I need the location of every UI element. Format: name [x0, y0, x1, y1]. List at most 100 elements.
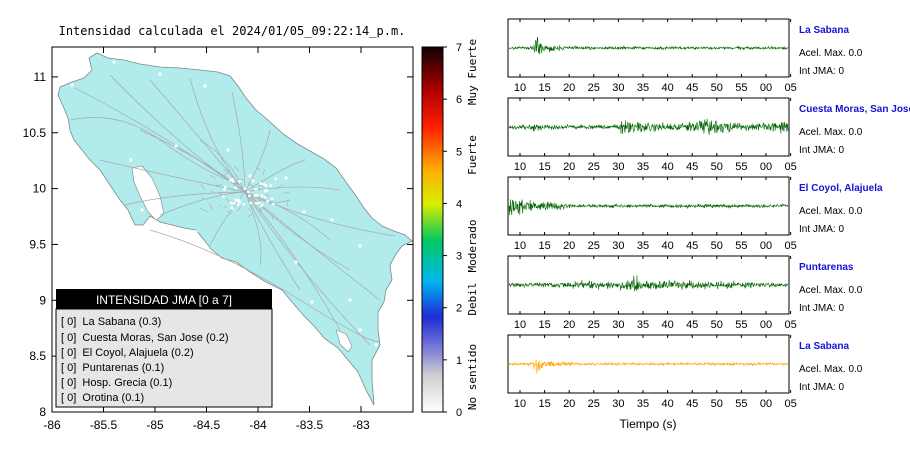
- time-tick-label: 20: [563, 240, 575, 252]
- time-tick-label: 05: [784, 161, 796, 173]
- town-marker: [260, 194, 264, 198]
- time-tick-label: 55: [735, 161, 747, 173]
- time-tick-label: 05: [784, 319, 796, 331]
- colorbar-label-no-sentido: No sentido: [466, 344, 479, 410]
- max-acceleration: Acel. Max. 0.0: [799, 127, 863, 138]
- map-y-tick-label: 10.5: [23, 126, 47, 140]
- waveform-frame: [507, 334, 790, 394]
- town-marker: [226, 148, 230, 152]
- town-marker: [271, 202, 275, 206]
- station-name: El Coyol, Alajuela: [799, 183, 883, 194]
- town-marker: [234, 198, 238, 202]
- time-tick-label: 15: [538, 161, 550, 173]
- town-marker: [266, 199, 270, 203]
- time-tick-label: 25: [588, 319, 600, 331]
- time-tick-label: 45: [686, 82, 698, 94]
- town-marker: [238, 200, 242, 204]
- time-tick-label: 30: [612, 398, 624, 410]
- town-marker: [251, 179, 255, 183]
- map-y-tick-label: 9: [39, 293, 46, 307]
- time-tick-label: 35: [637, 240, 649, 252]
- time-tick-label: 10: [514, 319, 526, 331]
- time-tick-label: 55: [735, 319, 747, 331]
- legend-item: [ 0] Puntarenas (0.1): [61, 362, 164, 374]
- time-tick-label: 15: [538, 319, 550, 331]
- time-tick-label: 00: [760, 240, 772, 252]
- waveform-trace: [508, 359, 789, 374]
- time-tick-label: 35: [637, 319, 649, 331]
- legend-item: [ 0] Cuesta Moras, San Jose (0.2): [61, 332, 229, 344]
- map-x-axis: -86 -85.5 -85 -84.5 -84 -83.5 -83: [43, 47, 370, 432]
- time-tick-label: 10: [514, 240, 526, 252]
- time-tick-label: 30: [612, 161, 624, 173]
- town-marker: [249, 201, 253, 205]
- colorbar-label-debil: Debil: [466, 282, 479, 315]
- legend-item: [ 0] La Sabana (0.3): [61, 316, 161, 328]
- waveform-trace: [508, 118, 789, 136]
- time-axis-label: Tiempo (s): [620, 417, 677, 431]
- town-marker: [158, 72, 162, 76]
- costa-rica-landmass: [57, 52, 413, 406]
- town-marker: [330, 218, 334, 222]
- map-y-axis: 11 10.5 10 9.5 9 8.5 8: [23, 70, 413, 419]
- waveform-panel: 10 15 20 25 30 35 40 45 50 55 00 05 La Sabana Acel. M…: [507, 334, 863, 410]
- time-tick-label: 00: [760, 161, 772, 173]
- town-marker: [243, 187, 247, 190]
- legend-item: [ 0] Orotina (0.1): [61, 392, 144, 404]
- time-tick-label: 10: [514, 161, 526, 173]
- time-tick-label: 15: [538, 240, 550, 252]
- map-y-tick-label: 8: [39, 405, 46, 419]
- time-tick-label: 50: [711, 240, 723, 252]
- time-tick-label: 25: [588, 161, 600, 173]
- time-tick-label: 50: [711, 161, 723, 173]
- station-name: Puntarenas: [799, 262, 854, 273]
- time-tick-label: 10: [514, 398, 526, 410]
- town-marker: [259, 182, 263, 185]
- town-marker: [148, 194, 152, 198]
- legend-item: [ 0] El Coyol, Alajuela (0.2): [61, 347, 194, 359]
- time-tick-label: 30: [612, 82, 624, 94]
- colorbar-tick-label: 0: [456, 407, 462, 419]
- max-acceleration: Acel. Max. 0.0: [799, 364, 863, 375]
- waveform-panel: 10 15 20 25 30 35 40 45 50 55 00 05 El Coyol, Alajue…: [507, 176, 883, 252]
- time-tick-label: 20: [563, 319, 575, 331]
- colorbar-label-muy-fuerte: Muy Fuerte: [466, 39, 479, 105]
- waveform-panel: 10 15 20 25 30 35 40 45 50 55 00 05 La Sabana Acel. M…: [507, 18, 863, 94]
- waveform-trace: [508, 36, 789, 55]
- legend-body: [55, 308, 273, 408]
- time-tick-label: 05: [784, 398, 796, 410]
- colorbar-tick-label: 2: [456, 303, 462, 315]
- map-x-tick-label: -86: [43, 418, 61, 432]
- town-marker: [269, 184, 273, 187]
- town-marker: [242, 202, 246, 206]
- town-marker: [257, 201, 261, 205]
- nicoya-gulf: [131, 165, 165, 221]
- time-tick-label: 00: [760, 319, 772, 331]
- jma-intensity: Int JMA: 0: [799, 145, 844, 156]
- max-acceleration: Acel. Max. 0.0: [799, 206, 863, 217]
- town-marker: [310, 300, 314, 304]
- town-marker: [253, 194, 257, 197]
- town-marker: [70, 83, 74, 87]
- jma-intensity: Int JMA: 0: [799, 303, 844, 314]
- town-marker: [174, 144, 178, 148]
- map-y-tick-label: 9.5: [29, 237, 46, 251]
- map-y-tick-label: 11: [34, 70, 47, 84]
- town-marker: [203, 84, 207, 88]
- time-tick-label: 15: [538, 82, 550, 94]
- town-marker: [348, 298, 352, 302]
- time-tick-label: 35: [637, 82, 649, 94]
- time-tick-label: 45: [686, 161, 698, 173]
- time-tick-label: 00: [760, 82, 772, 94]
- town-marker: [294, 260, 298, 264]
- map-frame: [51, 46, 414, 413]
- map-x-tick-label: -84.5: [193, 418, 221, 432]
- waveform-trace: [508, 199, 789, 216]
- max-acceleration: Acel. Max. 0.0: [799, 48, 863, 59]
- legend-item: [ 0] Hosp. Grecia (0.1): [61, 377, 172, 389]
- town-marker: [255, 194, 259, 197]
- town-marker: [230, 206, 234, 210]
- town-marker: [358, 244, 362, 248]
- time-tick-label: 40: [661, 398, 673, 410]
